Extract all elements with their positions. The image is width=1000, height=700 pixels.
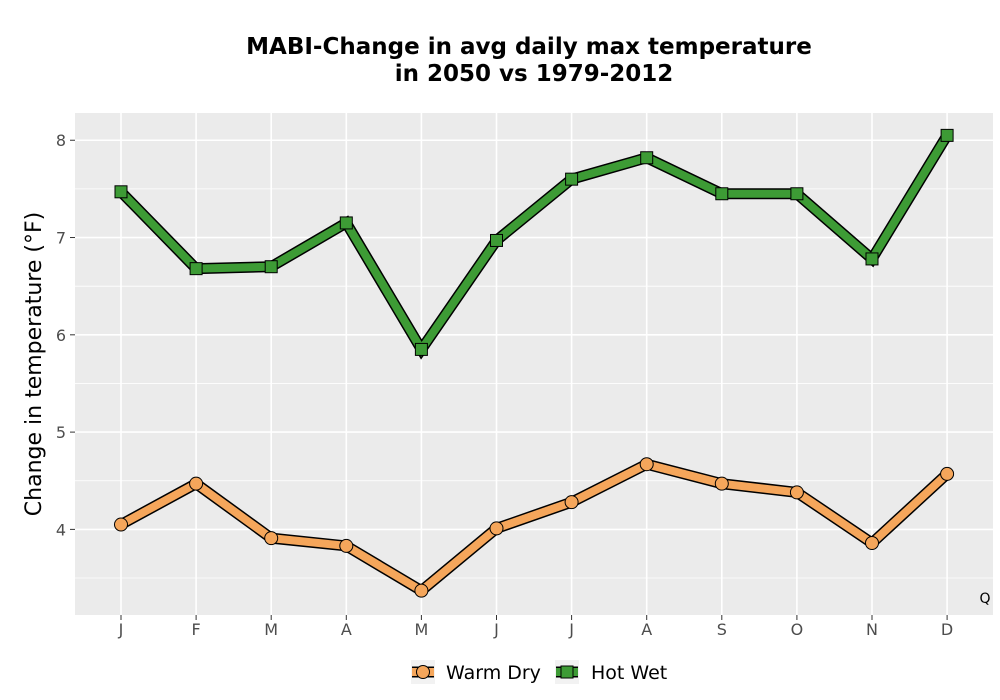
- x-tick-label: D: [941, 620, 953, 639]
- x-tick-label: J: [118, 620, 124, 639]
- data-point: [414, 583, 429, 598]
- series-layer: [114, 128, 955, 598]
- data-point: [114, 185, 128, 199]
- data-point: [640, 151, 654, 165]
- data-point: [940, 128, 954, 142]
- legend-label: Hot Wet: [591, 662, 667, 684]
- y-axis-ticks: 4 5 6 7 8: [56, 131, 75, 539]
- legend: Warm Dry Hot Wet: [411, 660, 667, 684]
- data-point: [789, 485, 804, 500]
- series-hot-wet: [114, 128, 954, 360]
- data-point: [715, 187, 729, 201]
- data-point: [114, 517, 128, 532]
- x-tick-label: M: [414, 620, 428, 639]
- plot-panel: [75, 113, 993, 615]
- y-tick-label: 8: [56, 131, 66, 150]
- data-point: [189, 262, 203, 276]
- y-tick-label: 6: [56, 326, 66, 345]
- x-tick-label: M: [264, 620, 278, 639]
- data-point: [264, 531, 279, 546]
- x-tick-label: N: [866, 620, 878, 639]
- legend-key-marker: [560, 665, 574, 679]
- data-point: [339, 538, 354, 553]
- chart-title-line-2: in 2050 vs 1979-2012: [395, 61, 674, 87]
- data-point: [189, 476, 204, 491]
- corner-label: Q: [979, 591, 990, 607]
- data-point: [639, 457, 654, 472]
- x-tick-label: A: [641, 620, 652, 639]
- data-point: [565, 172, 579, 186]
- data-point: [264, 260, 278, 274]
- x-tick-label: S: [717, 620, 727, 639]
- y-axis-label: Change in temperature (°F): [22, 212, 47, 516]
- data-point: [940, 466, 955, 481]
- legend-key-marker: [416, 665, 430, 679]
- data-point: [339, 216, 353, 230]
- x-tick-label: F: [191, 620, 200, 639]
- legend-label: Warm Dry: [446, 662, 541, 684]
- minor-gridlines: [75, 188, 993, 579]
- x-tick-label: J: [493, 620, 499, 639]
- data-point: [489, 521, 504, 536]
- data-point: [414, 342, 428, 356]
- legend-item-hot-wet: Hot Wet: [555, 660, 667, 684]
- series-warm-dry: [114, 457, 955, 598]
- chart-title-line-1: MABI-Change in avg daily max temperature: [246, 34, 812, 60]
- data-point: [490, 233, 503, 247]
- y-tick-label: 7: [56, 229, 66, 248]
- x-tick-label: O: [791, 620, 804, 639]
- data-point: [714, 476, 729, 491]
- x-tick-label: A: [341, 620, 352, 639]
- data-point: [865, 252, 879, 266]
- data-point: [865, 536, 879, 551]
- y-tick-label: 5: [56, 423, 66, 442]
- x-tick-label: J: [568, 620, 574, 639]
- y-tick-label: 4: [56, 520, 66, 539]
- series-line: [118, 133, 951, 357]
- series-line: [119, 459, 950, 596]
- legend-item-warm-dry: Warm Dry: [411, 660, 541, 684]
- data-point: [564, 495, 579, 510]
- data-point: [790, 187, 804, 201]
